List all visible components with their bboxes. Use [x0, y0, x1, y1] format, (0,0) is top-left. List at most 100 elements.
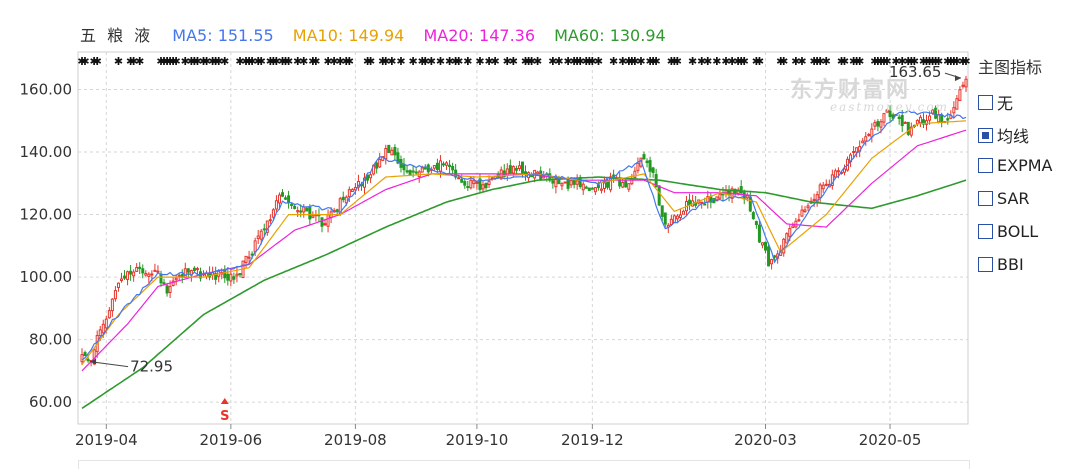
event-marker: ✱ — [648, 55, 657, 68]
event-marker: ✱ — [588, 55, 597, 68]
event-marker: ✱ — [77, 55, 86, 68]
event-marker: ✱ — [214, 55, 223, 68]
candle-body — [754, 221, 758, 226]
candle-body — [463, 181, 467, 186]
candle-body — [271, 209, 275, 218]
candle-body — [724, 190, 728, 194]
event-marker: ✱ — [162, 55, 171, 68]
event-marker: ✱ — [241, 55, 250, 68]
event-marker: ✱ — [652, 55, 661, 68]
candle-body — [226, 273, 230, 281]
candle-body — [855, 147, 859, 153]
ma5-legend: MA5: 151.55 — [172, 26, 274, 45]
event-marker: ✱ — [958, 55, 967, 68]
candle-body — [806, 205, 810, 209]
candle-body — [268, 219, 272, 222]
candle-body — [98, 329, 102, 337]
checkbox-icon[interactable] — [978, 158, 993, 173]
checkbox-icon[interactable] — [978, 191, 993, 206]
candle-body — [265, 220, 269, 233]
checkbox-checked-icon[interactable] — [978, 127, 993, 143]
candle-body — [396, 152, 400, 164]
candle-body — [402, 164, 406, 171]
candle-body — [812, 198, 816, 202]
event-marker: ✱ — [636, 55, 645, 68]
candle-body — [441, 163, 445, 166]
event-marker: ✱ — [533, 55, 542, 68]
event-marker: ✱ — [554, 55, 563, 68]
checkbox-icon[interactable] — [978, 94, 993, 110]
indicator-option-sar[interactable]: SAR — [978, 189, 1030, 208]
candle-body — [341, 196, 345, 201]
event-marker: ✱ — [135, 55, 144, 68]
option-label: EXPMA — [997, 156, 1053, 175]
event-marker: ✱ — [630, 55, 639, 68]
candle-body — [126, 271, 130, 280]
event-marker: ✱ — [387, 55, 396, 68]
candle-body — [247, 256, 251, 259]
candle-body — [627, 183, 631, 190]
event-marker: ✱ — [949, 55, 958, 68]
event-marker: ✱ — [673, 55, 682, 68]
checkbox-icon[interactable] — [978, 224, 993, 239]
candle-body — [882, 113, 886, 123]
candle-body — [335, 209, 339, 212]
candle-body — [469, 179, 473, 189]
candle-body — [129, 270, 133, 275]
event-marker: ✱ — [594, 55, 603, 68]
candle-body — [928, 115, 932, 121]
event-marker: ✱ — [876, 55, 885, 68]
indicator-option-expma[interactable]: EXPMA — [978, 156, 1052, 175]
event-marker: ✱ — [90, 55, 99, 68]
candle-body — [952, 107, 956, 114]
range-selector-strip[interactable] — [78, 460, 970, 469]
event-marker: ✱ — [454, 55, 463, 68]
candle-body — [554, 177, 558, 188]
candle-body — [940, 115, 944, 123]
checkbox-icon[interactable] — [978, 257, 993, 272]
candle-body — [596, 184, 600, 189]
candle-body — [718, 193, 722, 199]
event-marker: ✱ — [928, 55, 937, 68]
candle-body — [238, 273, 242, 276]
candle-body — [338, 198, 342, 215]
candle-body — [320, 217, 324, 227]
candle-body — [797, 219, 801, 222]
candle-body — [305, 207, 309, 212]
event-marker: ✱ — [126, 55, 135, 68]
candle-body — [113, 290, 117, 300]
candle-body — [195, 268, 199, 271]
option-label: BBI — [997, 255, 1024, 274]
candle-body — [760, 242, 764, 246]
candle-body — [168, 286, 172, 293]
event-marker: ✱ — [855, 55, 864, 68]
indicator-option-none[interactable]: 无 — [978, 90, 1013, 114]
indicator-option-boll[interactable]: BOLL — [978, 222, 1038, 241]
event-marker: ✱ — [822, 55, 831, 68]
candle-body — [274, 200, 278, 210]
candle-body — [669, 218, 673, 226]
event-marker: ✱ — [165, 55, 174, 68]
candle-body — [885, 109, 889, 113]
event-marker: ✱ — [129, 55, 138, 68]
candle-body — [438, 160, 442, 172]
candle-body — [642, 154, 646, 160]
candle-body — [864, 136, 868, 142]
indicator-option-ma[interactable]: 均线 — [978, 123, 1029, 147]
candle-body — [165, 285, 169, 294]
candle-body — [764, 241, 768, 251]
event-marker: ✱ — [248, 55, 257, 68]
candle-body — [833, 170, 837, 178]
watermark-logo: 东方财富网 eastmoney.com — [790, 72, 949, 114]
candle-body — [852, 150, 856, 153]
dividend-arrow-icon — [220, 398, 229, 404]
event-marker: ✱ — [910, 55, 919, 68]
candle-body — [86, 358, 90, 362]
indicator-option-bbi[interactable]: BBI — [978, 255, 1024, 274]
candle-body — [703, 203, 707, 206]
candle-body — [135, 267, 139, 272]
candle-body — [514, 168, 518, 171]
candle-body — [445, 162, 449, 166]
event-marker: ✱ — [284, 55, 293, 68]
